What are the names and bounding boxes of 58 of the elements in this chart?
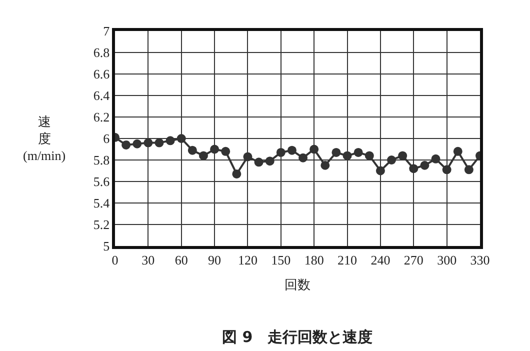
- x-tick-label: 90: [208, 252, 222, 268]
- point: [276, 148, 286, 157]
- x-tick-label: 330: [470, 252, 490, 268]
- point: [122, 140, 131, 150]
- y-tick-label: 6.4: [93, 88, 110, 104]
- point: [398, 151, 408, 160]
- y-tick-label: 7: [103, 24, 110, 39]
- point: [409, 164, 418, 174]
- y-tick-label: 5.8: [93, 152, 110, 168]
- point: [210, 144, 220, 154]
- point: [431, 154, 440, 164]
- x-tick-label: 150: [271, 252, 291, 268]
- point: [221, 146, 230, 156]
- text: 図 9 走行回数と速度: [222, 328, 373, 346]
- point: [232, 169, 242, 178]
- x-tick-label: 240: [370, 252, 390, 268]
- point: [442, 165, 452, 174]
- y-tick-label: 5.4: [93, 196, 110, 211]
- x-tick-label: 120: [238, 252, 258, 268]
- point: [420, 160, 430, 170]
- point: [154, 138, 164, 148]
- y-tick-label: 6.8: [93, 45, 110, 60]
- point: [342, 151, 352, 160]
- point: [320, 160, 330, 170]
- y-tick-label: 6.6: [93, 66, 110, 82]
- y-tick-label: 5: [103, 238, 110, 254]
- point: [332, 148, 341, 157]
- point: [376, 166, 385, 176]
- x-tick-label: 270: [404, 252, 424, 268]
- x-tick-label: 180: [304, 252, 324, 268]
- point: [464, 165, 474, 174]
- point: [144, 138, 153, 148]
- point: [354, 148, 363, 157]
- point: [364, 151, 374, 160]
- y-tick-label: 6: [103, 131, 110, 146]
- y-tick-label: 5.2: [93, 217, 110, 232]
- point: [166, 136, 175, 146]
- point: [254, 158, 264, 167]
- x-tick-label: 60: [174, 252, 188, 268]
- point: [387, 156, 396, 164]
- point: [198, 151, 208, 160]
- x-tick-label: 0: [112, 252, 118, 268]
- point: [188, 146, 197, 155]
- x-axis-title: 回数: [284, 276, 310, 292]
- point: [310, 144, 319, 154]
- point: [132, 139, 142, 148]
- y-tick-label: 5.6: [93, 174, 110, 190]
- point: [453, 146, 462, 156]
- point: [176, 134, 186, 143]
- point: [243, 152, 252, 162]
- point: [265, 156, 274, 166]
- y-tick-label: 6.2: [93, 110, 110, 125]
- y-axis-title: 速度(m/min): [23, 114, 66, 163]
- point: [298, 153, 308, 162]
- point: [287, 146, 296, 155]
- x-tick-label: 300: [437, 252, 457, 268]
- x-tick-label: 210: [338, 252, 358, 268]
- x-tick-label: 30: [142, 252, 155, 268]
